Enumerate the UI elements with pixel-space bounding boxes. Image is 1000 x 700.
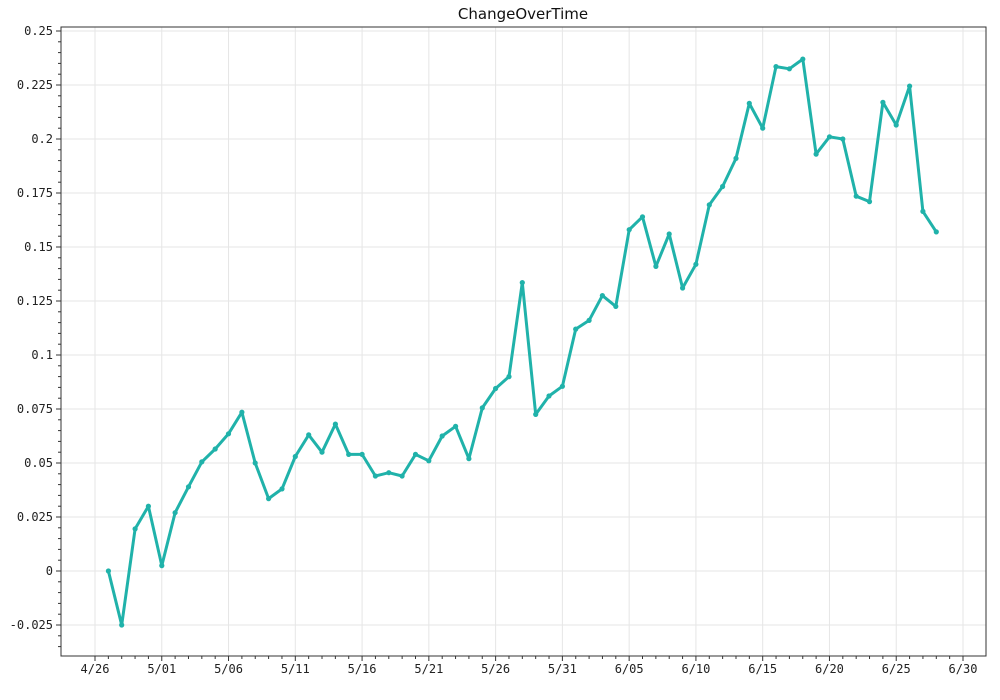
data-point [720, 183, 726, 190]
data-point [212, 446, 218, 452]
x-tick-label: 5/26 [481, 662, 510, 676]
x-tick-label: 5/31 [548, 662, 577, 676]
data-point [332, 421, 338, 427]
chart-title: ChangeOverTime [458, 5, 588, 23]
x-tick-label: 6/05 [615, 662, 644, 676]
data-point [933, 229, 939, 235]
data-point [426, 458, 432, 464]
x-axis-ticks: 4/26 5/01 5/06 5/11 5/16 5/21 5/26 5/31 6/05 6/10… [81, 656, 978, 676]
x-tick-label: 6/20 [815, 662, 844, 676]
data-point [559, 383, 566, 389]
data-point [119, 622, 125, 628]
data-point [105, 568, 111, 574]
data-point [266, 496, 272, 502]
y-tick-label: 0 [46, 564, 53, 578]
data-point [479, 405, 485, 411]
axes [60, 26, 987, 657]
data-point [145, 503, 151, 509]
data-point [800, 56, 806, 62]
data-point [733, 155, 739, 161]
y-tick-label: 0.025 [17, 510, 53, 524]
series [106, 57, 938, 627]
x-tick-label: 5/21 [414, 662, 443, 676]
data-point [399, 473, 405, 479]
data-point [506, 374, 512, 380]
data-point [853, 193, 859, 199]
x-tick-label: 6/25 [882, 662, 911, 676]
data-point [319, 449, 325, 455]
data-point [225, 431, 232, 437]
data-point [639, 214, 646, 220]
plot-frame [60, 26, 987, 657]
data-point [533, 411, 539, 417]
data-point [893, 122, 899, 128]
x-tick-label: 4/26 [81, 662, 110, 676]
series-line [106, 57, 938, 627]
data-point [613, 303, 619, 309]
data-point [412, 451, 419, 457]
data-point [599, 293, 606, 299]
data-point [372, 473, 378, 479]
data-point [132, 526, 138, 532]
data-point [746, 100, 752, 106]
data-point [693, 261, 699, 267]
data-point [813, 151, 819, 157]
data-point [866, 199, 873, 205]
data-point [907, 83, 913, 89]
data-point [773, 64, 779, 70]
data-point [666, 231, 672, 237]
y-tick-label: 0.1 [31, 348, 53, 362]
data-point [840, 136, 846, 142]
y-tick-label: 0.075 [17, 402, 53, 416]
data-point [359, 451, 365, 457]
data-point [653, 263, 659, 269]
data-point [519, 280, 525, 286]
x-tick-label: 5/06 [214, 662, 243, 676]
x-tick-label: 5/01 [147, 662, 176, 676]
series-points [105, 56, 939, 628]
data-point [826, 134, 833, 140]
data-point [680, 285, 686, 291]
grid [61, 27, 986, 656]
data-point [626, 227, 632, 233]
x-tick-label: 6/30 [949, 662, 978, 676]
data-point [786, 66, 793, 72]
data-point [252, 460, 258, 466]
data-point [573, 326, 579, 332]
y-tick-label: -0.025 [10, 618, 53, 632]
data-point [453, 423, 459, 429]
y-tick-label: 0.2 [31, 132, 53, 146]
data-point [920, 208, 926, 214]
data-point [586, 317, 592, 323]
data-point [159, 563, 165, 569]
x-tick-label: 6/10 [681, 662, 710, 676]
y-tick-label: 0.15 [24, 240, 53, 254]
y-tick-label: 0.25 [24, 24, 53, 38]
data-point [466, 456, 472, 462]
data-point [199, 459, 205, 465]
data-point [185, 484, 192, 490]
y-axis-ticks: -0.025 0 0.025 0.05 0.075 0.1 0.125 0.15 0.175 0.… [10, 24, 61, 648]
data-point [546, 393, 552, 399]
data-point [172, 510, 178, 516]
data-point [760, 125, 766, 131]
y-tick-label: 0.125 [17, 294, 53, 308]
data-point [493, 385, 499, 392]
data-point [386, 470, 392, 476]
x-tick-label: 6/15 [748, 662, 777, 676]
data-point [346, 451, 352, 457]
y-tick-label: 0.175 [17, 186, 53, 200]
data-point [239, 409, 245, 415]
data-point [439, 433, 445, 439]
data-point [706, 202, 712, 208]
data-point [306, 432, 312, 438]
x-tick-label: 5/11 [281, 662, 310, 676]
data-point [880, 99, 886, 105]
y-tick-label: 0.225 [17, 78, 53, 92]
y-tick-label: 0.05 [24, 456, 53, 470]
x-tick-label: 5/16 [348, 662, 377, 676]
data-point [292, 453, 298, 460]
data-point [279, 486, 285, 492]
